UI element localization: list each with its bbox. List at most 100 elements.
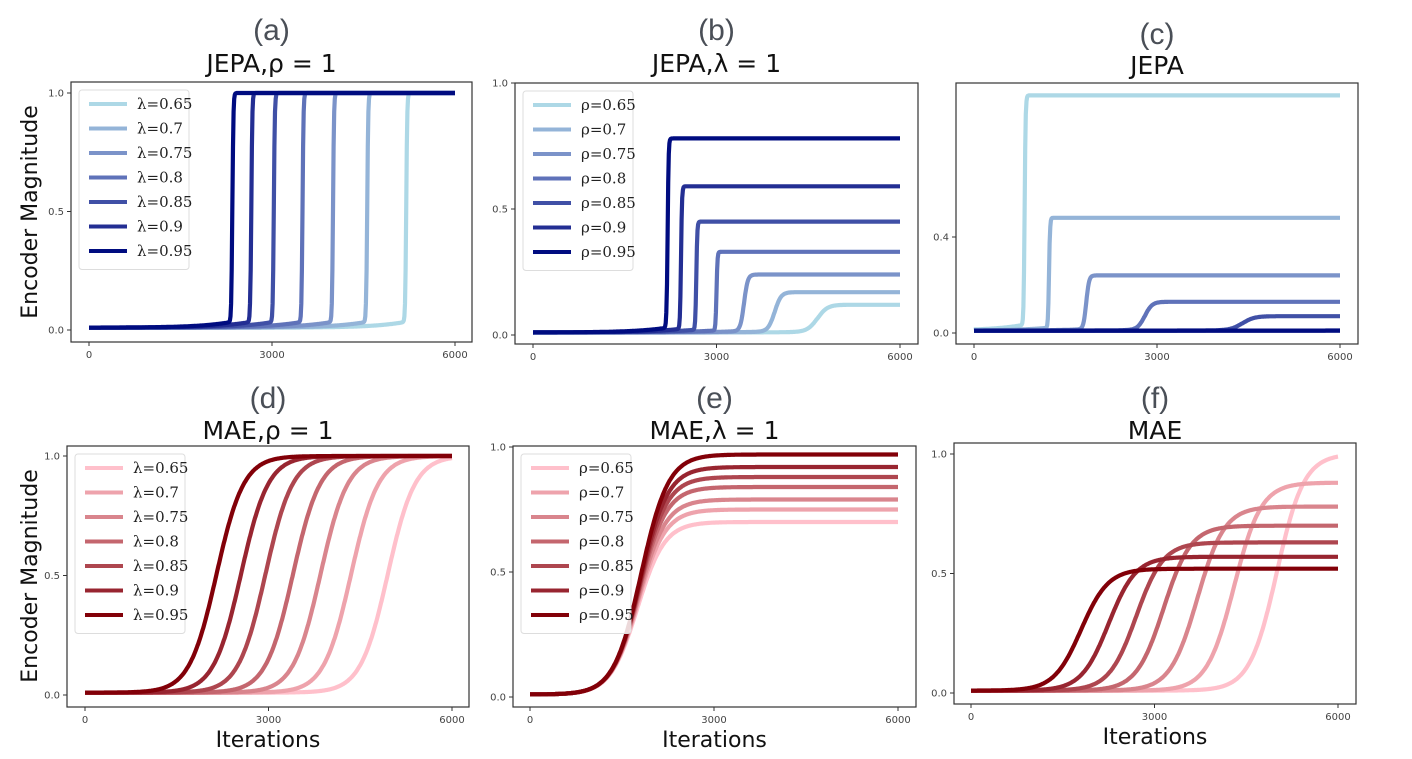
panel-d: (d)MAE,ρ = 10 3000 60000.00.51.0λ=0.65λ=0.… xyxy=(44,382,470,753)
panel-b: (b)JEPA,λ = 10 3000 60000.00.51.0ρ=0.65ρ=0… xyxy=(492,14,919,363)
panel-letter: (b) xyxy=(698,14,735,47)
legend-label: ρ=0.85 xyxy=(581,194,636,212)
series-group xyxy=(528,452,900,697)
legend-label: λ=0.95 xyxy=(133,606,188,624)
series-line-7 xyxy=(528,452,900,697)
y-tick-label: 0.0 xyxy=(48,326,64,337)
x-tick-label: 6000 xyxy=(887,352,912,363)
legend-label: ρ=0.75 xyxy=(581,145,636,163)
legend-label: ρ=0.9 xyxy=(579,582,624,600)
series-group xyxy=(531,136,902,335)
y-axis-label-top: Encoder Magnitude xyxy=(18,105,43,319)
x-tick-label: 0 xyxy=(530,352,536,363)
y-tick-label: 0.5 xyxy=(492,205,508,216)
legend-label: ρ=0.8 xyxy=(579,533,624,551)
x-tick-label: 3000 xyxy=(1142,712,1167,723)
y-tick-label: 0.5 xyxy=(490,568,506,579)
y-tick-label: 1.0 xyxy=(492,79,508,90)
chart-title: JEPA,λ = 1 xyxy=(650,49,781,78)
legend-label: λ=0.9 xyxy=(137,218,183,236)
legend-label: λ=0.75 xyxy=(137,144,192,162)
series-line-7 xyxy=(531,136,902,335)
legend: λ=0.65 λ=0.7 λ=0.75 λ=0.8 λ=0.85 λ=0.9 λ=0.95 xyxy=(78,89,192,270)
series-group xyxy=(83,453,454,695)
legend-label: ρ=0.65 xyxy=(581,96,636,114)
x-tick-label: 0 xyxy=(971,352,977,363)
legend-label: λ=0.9 xyxy=(133,582,179,600)
series-line-7 xyxy=(83,453,454,695)
legend-label: ρ=0.95 xyxy=(581,243,636,261)
y-tick-label: 1.0 xyxy=(490,443,506,454)
y-tick-label: 0.0 xyxy=(490,693,506,704)
y-axis-label-bottom: Encoder Magnitude xyxy=(18,469,43,683)
y-tick-label: 0.5 xyxy=(931,569,947,580)
x-tick-label: 0 xyxy=(86,350,92,361)
y-tick-label: 1.0 xyxy=(48,89,64,100)
x-axis-label: Iterations xyxy=(1103,725,1208,750)
legend: λ=0.65 λ=0.7 λ=0.75 λ=0.8 λ=0.85 λ=0.9 λ=0.95 xyxy=(74,453,188,634)
series-group xyxy=(972,93,1342,333)
panel-letter: (e) xyxy=(696,382,733,415)
legend-label: ρ=0.75 xyxy=(579,508,634,526)
chart-title: JEPA xyxy=(1128,51,1184,80)
legend-label: λ=0.75 xyxy=(133,508,188,526)
legend-label: λ=0.95 xyxy=(137,242,192,260)
legend-label: ρ=0.9 xyxy=(581,219,626,237)
legend-label: ρ=0.8 xyxy=(581,170,626,188)
x-tick-label: 0 xyxy=(527,715,533,726)
legend-label: ρ=0.7 xyxy=(579,484,624,502)
y-tick-label: 0.5 xyxy=(48,207,64,218)
series-group xyxy=(87,90,457,330)
legend-label: ρ=0.95 xyxy=(579,606,634,624)
y-tick-label: 1.0 xyxy=(44,452,60,463)
legend-label: λ=0.65 xyxy=(133,459,188,477)
x-tick-label: 3000 xyxy=(256,715,281,726)
y-tick-label: 0.0 xyxy=(933,329,949,340)
y-tick-label: 0.0 xyxy=(44,691,60,702)
series-line-7 xyxy=(969,566,1340,693)
legend-label: ρ=0.85 xyxy=(579,557,634,575)
x-tick-label: 6000 xyxy=(442,350,467,361)
legend-label: λ=0.8 xyxy=(133,533,179,551)
x-tick-label: 0 xyxy=(968,712,974,723)
series-line-7 xyxy=(87,90,457,330)
legend-label: ρ=0.7 xyxy=(581,121,626,139)
series-group xyxy=(969,454,1340,693)
x-tick-label: 0 xyxy=(82,715,88,726)
panel-f: (f)MAE 0 3000 6000 0.0 0.5 1.0 Iterations xyxy=(931,382,1357,750)
x-tick-label: 6000 xyxy=(1325,712,1350,723)
legend-label: λ=0.7 xyxy=(133,484,179,502)
x-tick-label: 3000 xyxy=(701,715,726,726)
y-tick-label: 0.0 xyxy=(492,331,508,342)
legend-label: λ=0.65 xyxy=(137,95,192,113)
legend-label: ρ=0.65 xyxy=(579,459,634,477)
x-tick-label: 6000 xyxy=(1327,352,1352,363)
panel-a: (a)JEPA,ρ = 10 3000 60000.00.51.0λ=0.65λ=0… xyxy=(48,14,473,361)
x-axis-label: Iterations xyxy=(662,728,767,753)
legend-label: λ=0.7 xyxy=(137,120,183,138)
legend-label: λ=0.85 xyxy=(137,193,192,211)
panel-letter: (a) xyxy=(253,14,290,47)
y-tick-label: 0.0 xyxy=(931,689,947,700)
panel-letter: (f) xyxy=(1141,382,1169,415)
x-tick-label: 3000 xyxy=(704,352,729,363)
chart-title: MAE,λ = 1 xyxy=(650,416,780,445)
legend: ρ=0.65 ρ=0.7 ρ=0.75 ρ=0.8 ρ=0.85 ρ=0.9 ρ=0.95 xyxy=(520,453,634,634)
series-line-6 xyxy=(969,554,1340,693)
panel-e: (e)MAE,λ = 10 3000 60000.00.51.0ρ=0.65ρ=0.… xyxy=(490,382,917,753)
panel-letter: (d) xyxy=(250,382,287,415)
chart-title: MAE,ρ = 1 xyxy=(202,416,333,445)
x-tick-label: 3000 xyxy=(259,350,284,361)
legend: ρ=0.65 ρ=0.7 ρ=0.75 ρ=0.8 ρ=0.85 ρ=0.9 ρ=0.95 xyxy=(522,90,636,271)
legend-label: λ=0.8 xyxy=(137,169,183,187)
x-axis-label: Iterations xyxy=(216,728,321,753)
series-line-1 xyxy=(972,93,1342,332)
chart-title: MAE xyxy=(1128,416,1182,445)
legend-label: λ=0.85 xyxy=(133,557,188,575)
x-tick-label: 6000 xyxy=(885,715,910,726)
y-tick-label: 1.0 xyxy=(931,450,947,461)
panel-c: (c)JEPA 0 3000 6000 0.0 0.4 xyxy=(933,18,1359,363)
chart-title: JEPA,ρ = 1 xyxy=(204,49,336,78)
y-tick-label: 0.4 xyxy=(933,233,949,244)
